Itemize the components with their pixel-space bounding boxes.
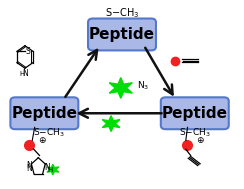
Text: $\oplus$: $\oplus$ [38, 136, 46, 146]
Text: S$-$CH$_3$: S$-$CH$_3$ [105, 7, 139, 20]
Polygon shape [109, 78, 132, 98]
Polygon shape [47, 164, 59, 175]
Text: N: N [26, 161, 32, 170]
Text: S: S [25, 47, 30, 56]
Text: S$-$CH$_3$: S$-$CH$_3$ [179, 126, 211, 139]
Text: H: H [19, 71, 24, 77]
Text: Peptide: Peptide [89, 27, 155, 42]
Polygon shape [102, 116, 120, 132]
Text: Peptide: Peptide [11, 106, 77, 121]
Text: N: N [44, 163, 50, 172]
Text: Peptide: Peptide [162, 106, 228, 121]
Text: N$_3$: N$_3$ [137, 80, 149, 92]
FancyBboxPatch shape [10, 97, 78, 129]
Text: H: H [47, 167, 52, 173]
Text: N: N [26, 164, 32, 173]
Text: S$-$CH$_3$: S$-$CH$_3$ [33, 126, 65, 139]
FancyBboxPatch shape [161, 97, 229, 129]
FancyBboxPatch shape [88, 19, 156, 50]
Text: $\oplus$: $\oplus$ [196, 136, 205, 146]
Text: N: N [22, 69, 28, 78]
